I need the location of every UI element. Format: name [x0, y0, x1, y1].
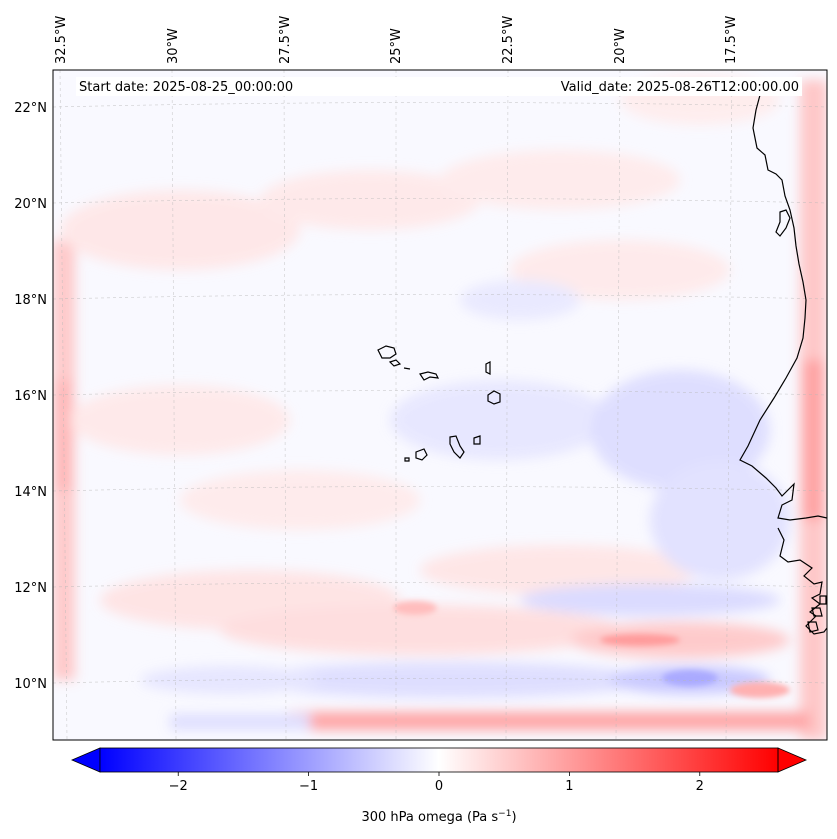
lat-label-12n: 12°N: [14, 581, 47, 596]
colorbar-tick-label: 1: [565, 779, 573, 794]
cabo-verde-islands: [377, 345, 501, 462]
coastal-island-left: [775, 209, 791, 237]
island-boa-vista: [487, 390, 501, 405]
parallel-10n: [53, 678, 827, 684]
parallel-20n: [53, 198, 827, 204]
colorbar-gradient: [100, 748, 778, 772]
island-sao-vicente: [388, 359, 402, 367]
gridlines: [53, 70, 827, 740]
coastal-island-small-2: [811, 607, 823, 617]
parallel-18n: [53, 294, 827, 300]
meridian-27-5w: [283, 70, 287, 740]
omega-field: [53, 75, 827, 740]
lon-label-20w: 20°W: [613, 28, 628, 64]
lat-label-14n: 14°N: [14, 485, 47, 500]
lon-label-17-5w: 17.5°W: [724, 16, 739, 64]
date-annotation-box: [76, 77, 802, 96]
latitude-labels: 22°N 20°N 18°N 16°N 14°N 12°N 10°N: [14, 101, 47, 692]
longitude-labels: 32.5°W 30°W 27.5°W 25°W 22.5°W 20°W 17.5…: [54, 16, 739, 64]
coastlines: [739, 94, 827, 635]
colorbar: −2 −1 0 1 2 300 hPa omega (Pa s−1): [70, 747, 808, 825]
map-frame: [52, 69, 828, 741]
meridian-30w: [171, 70, 177, 740]
map-panel: [53, 70, 827, 740]
colorbar-min-extend-arrow: [70, 747, 101, 773]
island-maio: [473, 435, 481, 445]
colorbar-tick-label: −1: [299, 779, 318, 794]
lat-label-18n: 18°N: [14, 293, 47, 308]
lat-label-10n: 10°N: [14, 677, 47, 692]
meridian-17-5w: [725, 70, 733, 740]
lon-label-25w: 25°W: [389, 28, 404, 64]
lat-label-20n: 20°N: [14, 197, 47, 212]
parallel-12n: [53, 582, 827, 588]
island-santiago: [449, 435, 465, 459]
island-santa-luzia: [403, 367, 411, 370]
coastal-island-small-3: [819, 595, 827, 605]
island-brava: [404, 457, 410, 462]
colorbar-label: 300 hPa omega (Pa s−1): [361, 809, 516, 825]
meridian-32-5w: [59, 70, 68, 740]
parallel-22n: [53, 102, 827, 108]
parallel-14n: [53, 486, 827, 492]
colorbar-tick-label: 2: [696, 779, 704, 794]
island-fogo: [415, 448, 428, 461]
colorbar-ticks: −2 −1 0 1 2: [169, 772, 704, 794]
colorbar-tick-label: −2: [169, 779, 188, 794]
africa-coastline-south: [777, 527, 827, 635]
island-sao-nicolau: [419, 371, 440, 381]
lat-label-22n: 22°N: [14, 101, 47, 116]
africa-coastline: [739, 94, 827, 521]
lon-label-32-5w: 32.5°W: [54, 16, 69, 64]
colorbar-max-extend-arrow: [777, 747, 808, 773]
parallel-16n: [53, 390, 827, 396]
colorbar-tick-label: 0: [435, 779, 443, 794]
island-santo-antao: [377, 345, 397, 359]
lat-label-16n: 16°N: [14, 389, 47, 404]
valid-date-label: Valid_date: 2025-08-26T12:00:00.00: [561, 80, 799, 95]
lon-label-22-5w: 22.5°W: [501, 16, 516, 64]
lon-label-30w: 30°W: [166, 28, 181, 64]
island-sal: [485, 361, 491, 375]
meridian-20w: [615, 70, 621, 740]
coastal-island-small: [807, 621, 819, 633]
lon-label-27-5w: 27.5°W: [278, 16, 293, 64]
start-date-label: Start date: 2025-08-25_00:00:00: [79, 80, 293, 95]
meridian-22-5w: [505, 70, 509, 740]
